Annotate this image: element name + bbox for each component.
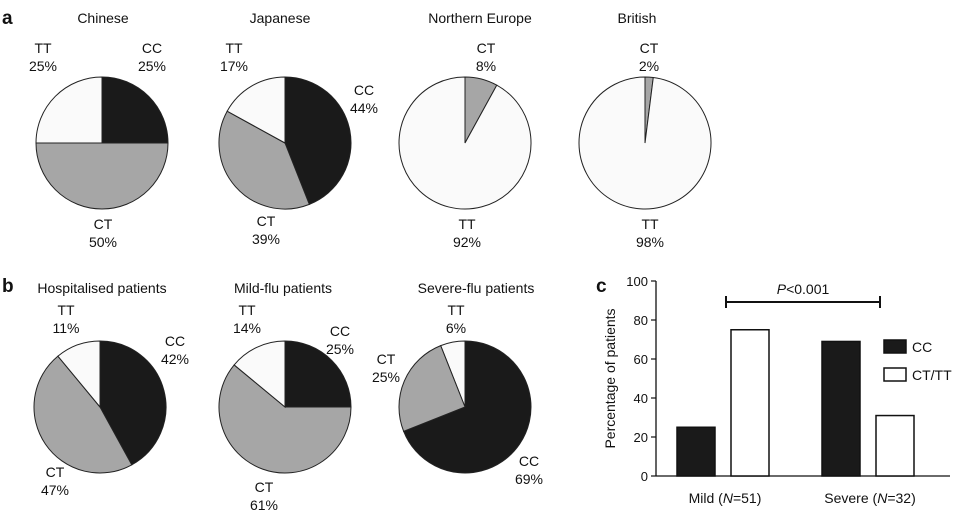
slice-percent-cc: 25% (326, 341, 354, 357)
slice-label-ct: CT (255, 479, 274, 495)
y-tick-label: 100 (626, 274, 648, 289)
legend-label: CC (912, 339, 932, 355)
pie-chart-3: Northern Europe CT 8% TT 92% (398, 10, 532, 250)
pie-title: Mild-flu patients (234, 280, 332, 296)
slice-percent-cc: 42% (161, 351, 189, 367)
bar-chart-panel-c: 0 20 40 60 80 100 Percentage of patients Mild (… (602, 274, 952, 506)
slice-percent-cc: 44% (350, 100, 378, 116)
slice-label-tt: TT (34, 40, 52, 56)
slice-percent-tt: 92% (453, 234, 481, 250)
slice-label-ct: CT (640, 40, 659, 56)
pie-slice-cc (284, 76, 352, 206)
slice-percent-tt: 98% (636, 234, 664, 250)
pie-title: Chinese (77, 10, 129, 26)
slice-label-tt: TT (458, 216, 476, 232)
panel-label-b: b (2, 276, 14, 297)
pie-chart-5: Hospitalised patients CC 42% CT 47% TT 11% (33, 280, 189, 498)
pie-title: British (618, 10, 657, 26)
y-tick-label: 20 (634, 430, 648, 445)
pie-slice-ct (33, 355, 133, 474)
y-tick-label: 40 (634, 391, 648, 406)
slice-percent-tt: 17% (220, 58, 248, 74)
pie-chart-7: Severe-flu patients TT 6% CC 69% CT 25% (372, 280, 543, 487)
pie-slice-tt (578, 76, 712, 210)
bar-ct-tt-mild (730, 329, 770, 477)
slice-label-tt: TT (641, 216, 659, 232)
slice-label-cc: CC (330, 323, 350, 339)
pie-slice-cc (99, 340, 167, 466)
slice-percent-ct: 25% (372, 369, 400, 385)
y-axis-label: Percentage of patients (602, 308, 618, 448)
panel-label-c: c (596, 276, 607, 297)
slice-percent-tt: 6% (446, 320, 466, 336)
slice-label-ct: CT (257, 213, 276, 229)
slice-percent-cc: 25% (138, 58, 166, 74)
pie-slice-tt (35, 76, 103, 144)
bar-cc-severe (821, 340, 861, 477)
pie-slice-ct (218, 364, 352, 474)
p-value-annotation: P<0.001 (777, 281, 830, 297)
x-category-label: Mild (N=51) (689, 490, 762, 506)
pie-slice-cc (101, 76, 169, 144)
pie-slice-ct (218, 110, 310, 210)
slice-percent-ct: 50% (89, 234, 117, 250)
pie-title: Japanese (250, 10, 311, 26)
slice-label-cc: CC (142, 40, 162, 56)
legend-label: CT/TT (912, 367, 952, 383)
slice-percent-ct: 39% (252, 231, 280, 247)
panel-label-a: a (2, 8, 13, 29)
pie-slice-ct (35, 142, 169, 210)
pie-title: Northern Europe (428, 10, 532, 26)
pie-slice-tt (226, 76, 286, 144)
x-category-label: Severe (N=32) (824, 490, 915, 506)
slice-label-ct: CT (377, 351, 396, 367)
y-tick-label: 80 (634, 313, 648, 328)
y-tick-label: 0 (641, 469, 648, 484)
legend-swatch-ct-tt (883, 367, 907, 382)
pie-slice-tt (57, 340, 101, 409)
slice-label-tt: TT (238, 302, 256, 318)
pie-chart-1: Chinese CC 25% CT 50% TT 25% (29, 10, 169, 250)
slice-label-ct: CT (477, 40, 496, 56)
slice-percent-cc: 69% (515, 471, 543, 487)
pie-title: Severe-flu patients (418, 280, 535, 296)
slice-percent-tt: 14% (233, 320, 261, 336)
pie-chart-6: Mild-flu patients CC 25% CT 61% TT 14% (218, 280, 354, 513)
pie-charts: Chinese CC 25% CT 50% TT 25% Japanese CC 44% CT 39%… (29, 10, 712, 513)
pie-title: Hospitalised patients (37, 280, 166, 296)
bar-ct-tt-severe (875, 414, 915, 477)
pie-slice-tt (233, 340, 286, 409)
pie-slice-ct (398, 344, 466, 432)
slice-percent-ct: 47% (41, 482, 69, 498)
pie-chart-2: Japanese CC 44% CT 39% TT 17% (218, 10, 378, 247)
pie-chart-4: British CT 2% TT 98% (578, 10, 712, 250)
slice-percent-tt: 25% (29, 58, 57, 74)
slice-label-tt: TT (225, 40, 243, 56)
slice-label-ct: CT (46, 464, 65, 480)
bar-cc-mild (676, 426, 716, 477)
pie-slice-cc (284, 340, 352, 408)
legend-swatch-cc (883, 339, 907, 354)
slice-percent-tt: 11% (53, 320, 80, 336)
slice-percent-ct: 61% (250, 497, 278, 513)
slice-percent-ct: 8% (476, 58, 496, 74)
slice-label-ct: CT (94, 216, 113, 232)
slice-label-cc: CC (354, 82, 374, 98)
slice-label-tt: TT (447, 302, 465, 318)
slice-percent-ct: 2% (639, 58, 659, 74)
slice-label-tt: TT (57, 302, 75, 318)
pie-slice-tt (398, 76, 532, 210)
slice-label-cc: CC (165, 333, 185, 349)
pie-slice-cc (402, 340, 532, 474)
y-tick-label: 60 (634, 352, 648, 367)
slice-label-cc: CC (519, 453, 539, 469)
